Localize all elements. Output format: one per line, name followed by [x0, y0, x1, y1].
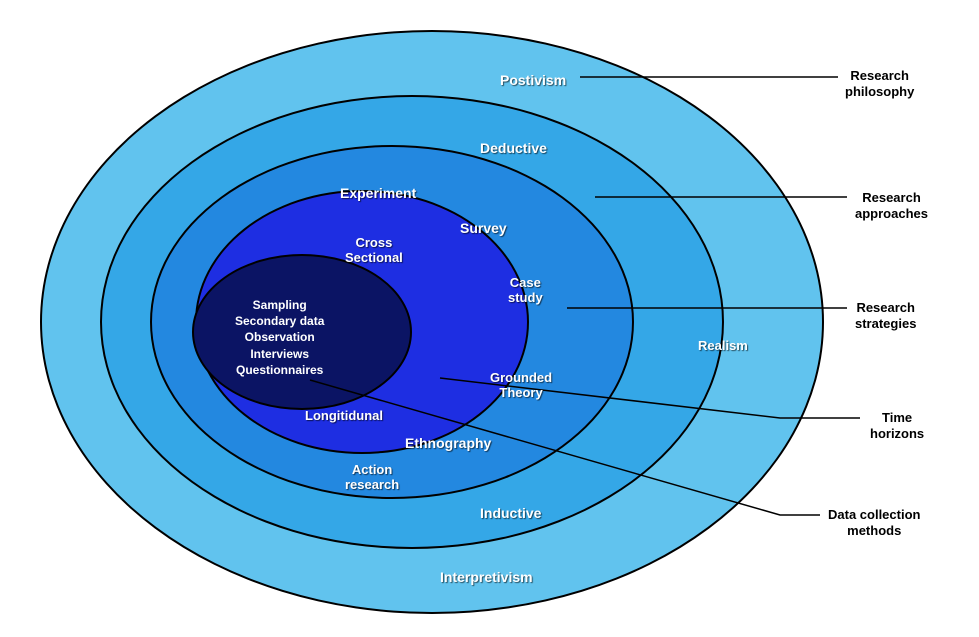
label-longitudinal: Longitidunal [305, 408, 383, 423]
callout-time-horizons: Time horizons [870, 410, 924, 443]
callout-approaches: Research approaches [855, 190, 928, 223]
label-survey: Survey [460, 220, 507, 236]
callout-data-collection: Data collection methods [828, 507, 920, 540]
label-interpretivism: Interpretivism [440, 569, 533, 585]
label-inductive: Inductive [480, 505, 541, 521]
label-action-research: Action research [345, 462, 399, 492]
label-experiment: Experiment [340, 185, 416, 201]
label-realism: Realism [698, 338, 748, 353]
label-case-study: Case study [508, 275, 543, 305]
research-onion-diagram: Postivism Realism Interpretivism Deducti… [0, 0, 979, 637]
label-ethnography: Ethnography [405, 435, 491, 451]
label-grounded-theory: Grounded Theory [490, 370, 552, 400]
label-postivism: Postivism [500, 72, 566, 88]
callout-philosophy: Research philosophy [845, 68, 914, 101]
label-deductive: Deductive [480, 140, 547, 156]
callout-strategies: Research strategies [855, 300, 916, 333]
label-core-methods: Sampling Secondary data Observation Inte… [235, 297, 324, 378]
label-cross-sectional: Cross Sectional [345, 235, 403, 265]
